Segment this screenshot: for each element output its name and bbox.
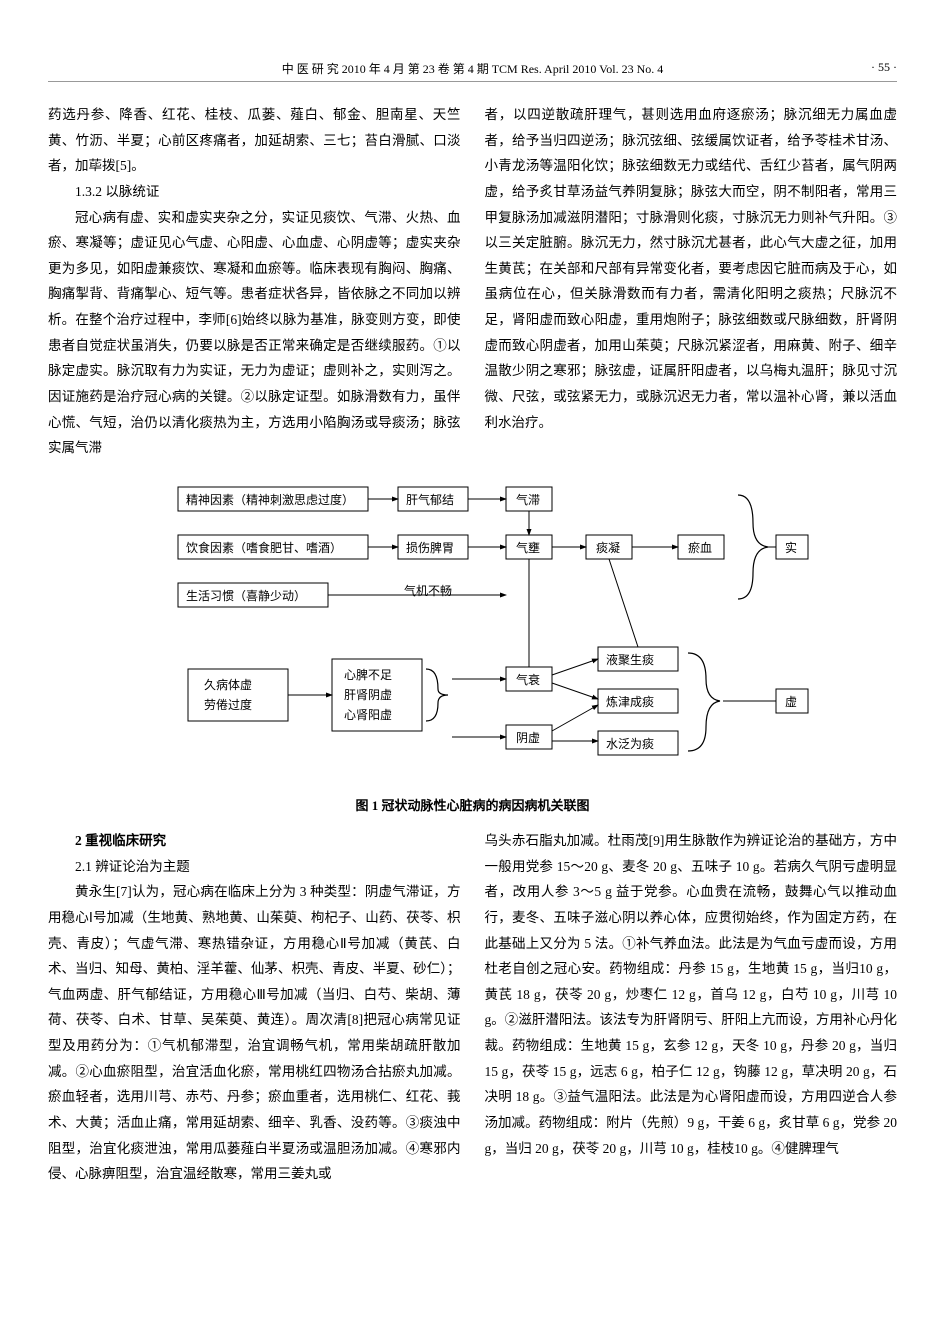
box-xu: 虚	[785, 695, 797, 709]
box-qiyong: 气壅	[516, 540, 540, 555]
lower-content: 2 重视临床研究 2.1 辨证论治为主题 黄永生[7]认为，冠心病在临床上分为 …	[48, 828, 897, 1187]
running-header: 中 医 研 究 2010 年 4 月 第 23 卷 第 4 期 TCM Res.…	[48, 60, 897, 82]
upper-content: 药选丹参、降香、红花、桂枝、瓜蒌、薤白、郁金、胆南星、天竺黄、竹沥、半夏；心前区…	[48, 102, 897, 461]
para-drug-selection: 药选丹参、降香、红花、桂枝、瓜蒌、薤白、郁金、胆南星、天竺黄、竹沥、半夏；心前区…	[48, 102, 461, 179]
section-2: 2 重视临床研究	[48, 828, 461, 854]
label-qijibuchang: 气机不畅	[404, 583, 452, 598]
box-sunshangpiwei: 损伤脾胃	[406, 540, 454, 555]
subsection-21: 2.1 辨证论治为主题	[48, 854, 461, 880]
box-tanning: 痰凝	[596, 540, 620, 555]
subsection-132: 1.3.2 以脉统证	[48, 179, 461, 205]
box-jingshen: 精神因素（精神刺激思虑过度）	[186, 492, 354, 507]
para-pulse: 冠心病有虚、实和虚实夹杂之分，实证见痰饮、气滞、火热、血瘀、寒凝等；虚证见心气虚…	[48, 205, 461, 461]
box-shuifanweitan: 水泛为痰	[606, 736, 654, 751]
box-shenghuo: 生活习惯（喜静少动）	[186, 588, 306, 603]
box-yuxue: 瘀血	[688, 540, 712, 555]
flowchart-svg: 精神因素（精神刺激思虑过度） 肝气郁结 气滞 饮食因素（嗜食肥甘、嗜酒） 损伤脾…	[108, 479, 838, 789]
box-xinpi3: 心肾阳虚	[344, 708, 392, 722]
para-clinical-right: 乌头赤石脂丸加减。杜雨茂[9]用生脉散作为辨证论治的基础方，方中一般用党参 15…	[485, 828, 898, 1161]
box-jiubing1: 久病体虚	[204, 677, 252, 692]
box-qizhi: 气滞	[516, 492, 540, 507]
box-yinshi: 饮食因素（嗜食肥甘、嗜酒）	[186, 540, 342, 555]
box-xinpi2: 肝肾阴虚	[344, 688, 392, 702]
box-jiubing2: 劳倦过度	[204, 697, 252, 712]
right-column-bottom: 乌头赤石脂丸加减。杜雨茂[9]用生脉散作为辨证论治的基础方，方中一般用党参 15…	[485, 828, 898, 1187]
box-qishuai: 气衰	[516, 672, 540, 687]
left-column-bottom: 2 重视临床研究 2.1 辨证论治为主题 黄永生[7]认为，冠心病在临床上分为 …	[48, 828, 461, 1187]
journal-info: 中 医 研 究 2010 年 4 月 第 23 卷 第 4 期 TCM Res.…	[282, 62, 664, 76]
box-shi: 实	[785, 540, 797, 555]
box-xinpi1: 心脾不足	[344, 667, 392, 682]
para-pulse-cont: 者，以四逆散疏肝理气，甚则选用血府逐瘀汤；脉沉细无力属血虚者，给予当归四逆汤；脉…	[485, 102, 898, 435]
page-number: · 55 ·	[871, 60, 897, 75]
left-column: 药选丹参、降香、红花、桂枝、瓜蒌、薤白、郁金、胆南星、天竺黄、竹沥、半夏；心前区…	[48, 102, 461, 461]
box-yinxu: 阴虚	[516, 731, 540, 745]
box-lianjinchengtan: 炼津成痰	[606, 694, 654, 709]
figure-caption: 图 1 冠状动脉性心脏病的病因病机关联图	[48, 795, 897, 814]
para-clinical-left: 黄永生[7]认为，冠心病在临床上分为 3 种类型：阴虚气滞证，方用稳心Ⅰ号加减（…	[48, 879, 461, 1187]
box-yejushengtan: 液聚生痰	[606, 652, 654, 667]
box-ganqiyujie: 肝气郁结	[406, 492, 454, 507]
figure-1: 精神因素（精神刺激思虑过度） 肝气郁结 气滞 饮食因素（嗜食肥甘、嗜酒） 损伤脾…	[48, 479, 897, 814]
right-column: 者，以四逆散疏肝理气，甚则选用血府逐瘀汤；脉沉细无力属血虚者，给予当归四逆汤；脉…	[485, 102, 898, 461]
